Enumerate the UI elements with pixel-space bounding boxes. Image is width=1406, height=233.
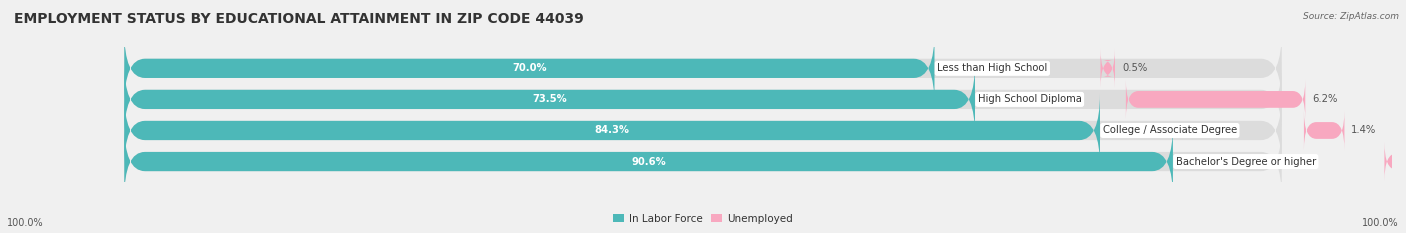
FancyBboxPatch shape [1385,142,1406,181]
Text: Less than High School: Less than High School [938,63,1047,73]
FancyBboxPatch shape [124,62,1282,136]
Text: EMPLOYMENT STATUS BY EDUCATIONAL ATTAINMENT IN ZIP CODE 44039: EMPLOYMENT STATUS BY EDUCATIONAL ATTAINM… [14,12,583,26]
FancyBboxPatch shape [1101,49,1115,88]
FancyBboxPatch shape [124,93,1099,168]
Text: 0.5%: 0.5% [1122,63,1147,73]
Text: 1.4%: 1.4% [1351,126,1376,135]
Text: 100.0%: 100.0% [7,218,44,228]
Text: College / Associate Degree: College / Associate Degree [1102,126,1237,135]
Legend: In Labor Force, Unemployed: In Labor Force, Unemployed [609,209,797,228]
Text: 84.3%: 84.3% [595,126,630,135]
FancyBboxPatch shape [1303,111,1344,150]
Text: 100.0%: 100.0% [1362,218,1399,228]
FancyBboxPatch shape [1126,80,1305,119]
Text: 73.5%: 73.5% [533,94,567,104]
Text: Source: ZipAtlas.com: Source: ZipAtlas.com [1303,12,1399,21]
FancyBboxPatch shape [124,125,1282,199]
FancyBboxPatch shape [124,93,1282,168]
FancyBboxPatch shape [124,31,935,105]
Text: 6.2%: 6.2% [1312,94,1337,104]
FancyBboxPatch shape [124,125,1173,199]
FancyBboxPatch shape [124,31,1282,105]
Text: 90.6%: 90.6% [631,157,666,167]
Text: High School Diploma: High School Diploma [977,94,1081,104]
Text: 70.0%: 70.0% [512,63,547,73]
Text: Bachelor's Degree or higher: Bachelor's Degree or higher [1175,157,1316,167]
FancyBboxPatch shape [124,62,974,136]
